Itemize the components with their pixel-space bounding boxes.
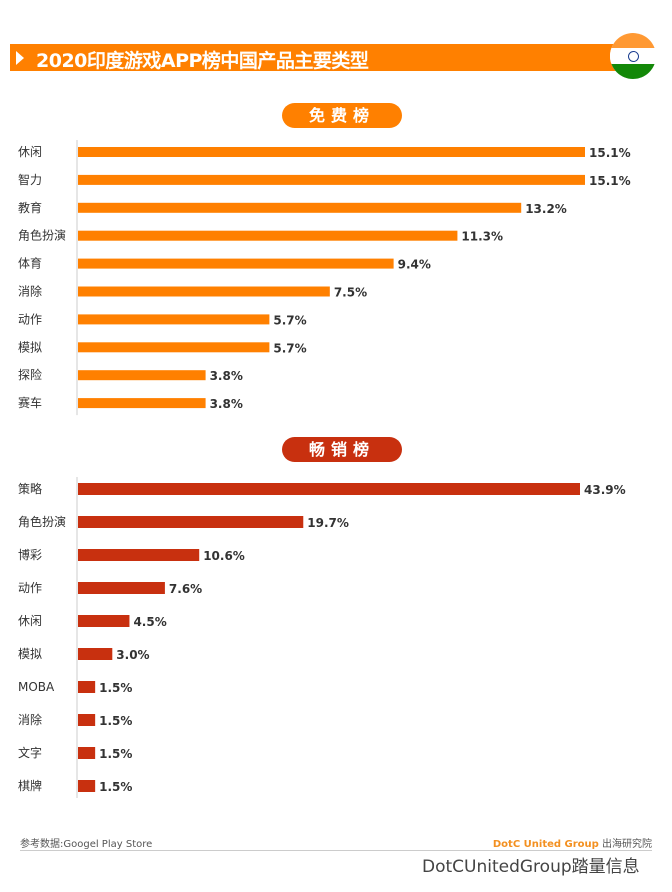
value-label: 11.3% xyxy=(461,230,503,244)
bar xyxy=(78,516,304,528)
category-label: 模拟 xyxy=(18,647,42,661)
category-label: 模拟 xyxy=(18,340,42,354)
value-label: 19.7% xyxy=(307,516,349,530)
bar xyxy=(78,342,270,353)
category-label: 动作 xyxy=(18,581,42,595)
value-label: 4.5% xyxy=(133,615,166,629)
value-label: 3.8% xyxy=(210,397,243,411)
category-label: 棋牌 xyxy=(18,779,42,793)
bar xyxy=(78,780,96,792)
category-label: 体育 xyxy=(18,256,42,271)
bar xyxy=(78,370,206,381)
bar xyxy=(78,286,330,297)
value-label: 1.5% xyxy=(99,681,132,695)
category-label: 角色扮演 xyxy=(18,514,66,529)
value-label: 13.2% xyxy=(525,202,567,216)
value-label: 5.7% xyxy=(273,341,306,355)
bar xyxy=(78,681,96,693)
bar xyxy=(78,258,394,269)
category-label: 消除 xyxy=(18,284,42,299)
bar xyxy=(78,615,130,627)
value-label: 3.0% xyxy=(116,648,149,662)
category-label: 文字 xyxy=(18,745,42,760)
category-label: 休闲 xyxy=(18,145,42,159)
india-flag-icon xyxy=(610,33,656,79)
triangle-icon xyxy=(16,51,24,65)
category-label: 休闲 xyxy=(18,614,42,628)
bar xyxy=(78,202,522,213)
bar xyxy=(78,314,270,325)
divider xyxy=(20,850,652,851)
category-label: 消除 xyxy=(18,712,42,727)
category-label: 智力 xyxy=(18,172,42,187)
value-label: 7.6% xyxy=(169,582,202,596)
brand: DotC United Group xyxy=(492,839,599,850)
category-label: 策略 xyxy=(18,481,42,496)
bar xyxy=(78,483,580,495)
title-bar: 2020印度游戏APP榜中国产品主要类型 xyxy=(10,44,640,72)
value-label: 1.5% xyxy=(99,747,132,761)
bar xyxy=(78,747,96,759)
category-label: 赛车 xyxy=(18,395,42,410)
watermark: DotCUnitedGroup踏量信息 xyxy=(422,857,640,877)
value-label: 15.1% xyxy=(589,146,631,160)
category-label: 动作 xyxy=(18,312,42,326)
bar xyxy=(78,230,458,241)
paid-chart-title: 畅销榜 xyxy=(282,437,402,462)
value-label: 10.6% xyxy=(203,549,245,563)
bar xyxy=(78,648,113,660)
value-label: 43.9% xyxy=(584,483,626,497)
bar xyxy=(78,398,206,409)
value-label: 9.4% xyxy=(398,258,431,272)
source-note: 参考数据:Googel Play Store xyxy=(20,839,153,850)
bar xyxy=(78,174,585,185)
bar xyxy=(78,714,96,726)
bar xyxy=(78,582,165,594)
value-label: 15.1% xyxy=(589,174,631,188)
category-label: 博彩 xyxy=(18,547,42,562)
bar xyxy=(78,549,200,561)
brand-suffix: 出海研究院 xyxy=(598,839,652,850)
category-label: 探险 xyxy=(18,367,42,382)
category-label: 教育 xyxy=(18,200,42,215)
value-label: 7.5% xyxy=(334,286,367,300)
value-label: 1.5% xyxy=(99,780,132,794)
value-label: 5.7% xyxy=(273,313,306,327)
value-label: 3.8% xyxy=(210,369,243,383)
value-label: 1.5% xyxy=(99,714,132,728)
page-title: 2020印度游戏APP榜中国产品主要类型 xyxy=(36,50,369,72)
category-label: 角色扮演 xyxy=(18,228,66,243)
category-label: MOBA xyxy=(18,680,55,694)
bar xyxy=(78,147,585,157)
free-chart-title: 免费榜 xyxy=(282,103,402,128)
